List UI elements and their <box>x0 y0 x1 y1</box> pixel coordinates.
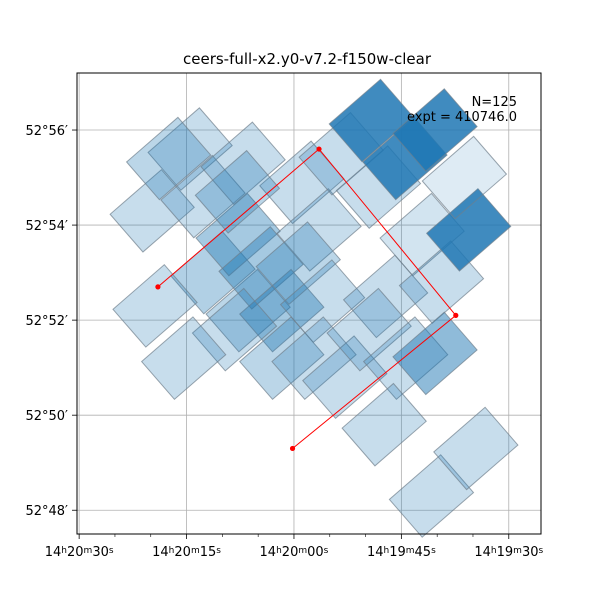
y-tick-label: 52°52′ <box>25 314 68 329</box>
tile-shape <box>379 192 465 277</box>
tile-shape <box>191 287 278 372</box>
footprint-tile <box>302 335 388 420</box>
footprint-tile <box>379 192 465 277</box>
tile-shape <box>421 135 508 220</box>
footprint-tile <box>109 168 195 253</box>
tile-shape <box>279 259 366 344</box>
footprint-tile <box>388 454 475 538</box>
footprint-tile <box>433 406 519 491</box>
x-tick-label: 14h20m30s <box>45 545 114 560</box>
footprint-tile <box>328 78 415 163</box>
tile-shape <box>392 88 478 172</box>
footprint-tile <box>205 268 291 353</box>
footprint-tile <box>392 88 478 172</box>
path-line <box>157 148 457 449</box>
tile-shape <box>328 78 415 163</box>
footprint-tile <box>271 316 357 401</box>
path-point <box>289 445 296 452</box>
annotation-count: N=125 <box>472 95 517 110</box>
tile-shape <box>425 187 512 272</box>
tile-shape <box>218 225 304 310</box>
annotation-exposure: expt = 410746.0 <box>407 110 517 125</box>
tile-shape <box>302 335 388 420</box>
footprint-tile <box>147 107 233 191</box>
footprint-tile <box>392 311 478 396</box>
x-axis-ticks: 14h20m30s 14h20m15s 14h20m00s 14h19m45s 14h1… <box>45 534 543 560</box>
tile-shape <box>147 107 233 191</box>
tile-shape <box>392 311 478 396</box>
tile-shape <box>271 316 357 401</box>
footprint-tile <box>125 116 212 201</box>
tile-shape <box>112 263 198 348</box>
footprint-tile <box>140 316 227 401</box>
tile-shape <box>276 187 362 272</box>
footprint-tile <box>425 187 512 272</box>
path-point <box>453 312 459 318</box>
tile-shape <box>205 268 291 353</box>
footprint-tile <box>195 192 281 277</box>
footprint-tile <box>200 121 286 206</box>
tile-shape <box>388 454 475 538</box>
tile-shape <box>255 221 342 305</box>
y-tick-label: 52°48′ <box>25 504 68 519</box>
footprint-tile <box>341 382 427 467</box>
footprint-tile <box>255 221 342 305</box>
tile-shape <box>326 287 412 372</box>
y-tick-label: 52°56′ <box>25 124 68 139</box>
y-tick-label: 52°50′ <box>25 409 68 424</box>
tile-shape <box>160 154 246 239</box>
chart-title: ceers-full-x2.y0-v7.2-f150w-clear <box>183 50 432 68</box>
footprint-tile <box>326 287 412 372</box>
path-point <box>155 284 161 290</box>
tile-shape <box>341 382 427 467</box>
pointing-path <box>155 146 459 452</box>
footprint-tile <box>191 287 278 372</box>
x-tick-label: 14h19m45s <box>367 545 436 560</box>
x-tick-label: 14h20m00s <box>260 545 329 560</box>
tile-shape <box>433 406 519 491</box>
tile-shape <box>109 168 195 253</box>
footprint-tile <box>421 135 508 220</box>
path-point <box>316 146 322 152</box>
x-tick-label: 14h20m15s <box>152 545 221 560</box>
footprint-tile <box>160 154 246 239</box>
tile-shape <box>200 121 286 206</box>
x-tick-label: 14h19m30s <box>474 545 543 560</box>
y-tick-label: 52°54′ <box>25 219 68 234</box>
footprint-tiles <box>109 78 519 538</box>
footprint-tile <box>276 187 362 272</box>
tile-shape <box>194 149 281 234</box>
plot-frame <box>76 72 542 535</box>
tile-shape <box>125 116 212 201</box>
y-axis-ticks: 52°56′ 52°54′ 52°52′ 52°50′ 52°48′ <box>25 124 77 519</box>
footprint-tile <box>112 263 198 348</box>
tile-shape <box>140 316 227 401</box>
tile-shape <box>195 192 281 277</box>
footprint-tile <box>279 259 366 344</box>
footprint-tile <box>218 225 304 310</box>
footprint-tile <box>194 149 281 234</box>
